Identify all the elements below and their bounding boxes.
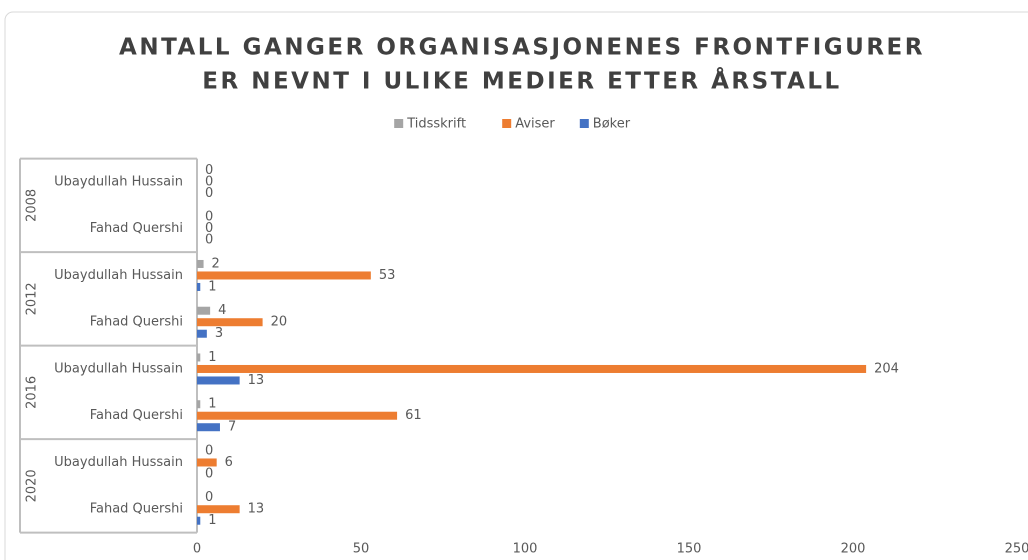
data-label: 53	[379, 268, 396, 283]
legend-label: Tidsskrift	[406, 117, 466, 132]
y-tick-label: Fahad Quershi	[90, 315, 183, 330]
bar	[197, 411, 398, 420]
y-tick-label: Fahad Quershi	[90, 502, 183, 517]
data-label: 1	[208, 279, 216, 294]
data-label: 0	[205, 174, 213, 189]
data-label: 0	[205, 186, 213, 201]
x-tick-label: 200	[841, 542, 866, 557]
x-tick-label: 250	[1005, 542, 1028, 557]
bar	[197, 282, 201, 291]
data-label: 1	[208, 513, 216, 528]
legend-label: Bøker	[593, 117, 631, 132]
chart-title: ER NEVNT I ULIKE MEDIER ETTER ÅRSTALL	[202, 67, 841, 95]
x-tick-label: 100	[513, 542, 538, 557]
group-label: 2008	[25, 189, 40, 222]
data-label: 13	[248, 373, 265, 388]
legend-swatch	[579, 119, 589, 128]
data-label: 204	[874, 361, 899, 376]
group-label: 2016	[25, 376, 40, 409]
bar	[197, 329, 207, 338]
data-label: 0	[205, 490, 213, 505]
bar	[197, 458, 217, 467]
y-tick-label: Ubaydullah Hussain	[54, 361, 183, 376]
bar	[197, 306, 211, 315]
bar	[197, 376, 240, 385]
data-label: 3	[215, 326, 223, 341]
bar	[197, 505, 240, 514]
x-tick-label: 150	[677, 542, 702, 557]
data-label: 20	[271, 315, 288, 330]
chart-frame	[4, 11, 1028, 560]
bar	[197, 400, 201, 409]
group-label: 2020	[25, 469, 40, 502]
data-label: 1	[208, 350, 216, 365]
x-tick-label: 50	[353, 542, 370, 557]
data-label: 1	[208, 397, 216, 412]
data-label: 0	[205, 233, 213, 248]
legend-swatch	[394, 119, 404, 128]
y-tick-label: Ubaydullah Hussain	[54, 268, 183, 283]
bar	[197, 259, 204, 268]
data-label: 2	[212, 256, 220, 271]
data-label: 4	[218, 303, 226, 318]
bar	[197, 516, 201, 525]
data-label: 13	[248, 502, 265, 517]
legend-label: Aviser	[515, 117, 555, 132]
legend-swatch	[502, 119, 512, 128]
data-label: 7	[228, 420, 236, 435]
y-tick-label: Ubaydullah Hussain	[54, 455, 183, 470]
x-tick-label: 0	[193, 542, 201, 557]
data-label: 0	[205, 466, 213, 481]
data-label: 6	[225, 455, 233, 470]
data-label: 61	[405, 408, 422, 423]
data-label: 0	[205, 210, 213, 225]
data-label: 0	[205, 443, 213, 458]
bar	[197, 271, 371, 280]
data-label: 0	[205, 221, 213, 236]
y-tick-label: Fahad Quershi	[90, 221, 183, 236]
group-label: 2012	[25, 282, 40, 315]
bar	[197, 318, 263, 327]
bar	[197, 423, 220, 432]
y-tick-label: Fahad Quershi	[90, 408, 183, 423]
chart-title: ANTALL GANGER ORGANISASJONENES FRONTFIGU…	[119, 35, 925, 61]
data-label: 0	[205, 163, 213, 178]
bar	[197, 353, 201, 362]
y-tick-label: Ubaydullah Hussain	[54, 174, 183, 189]
bar	[197, 364, 867, 373]
